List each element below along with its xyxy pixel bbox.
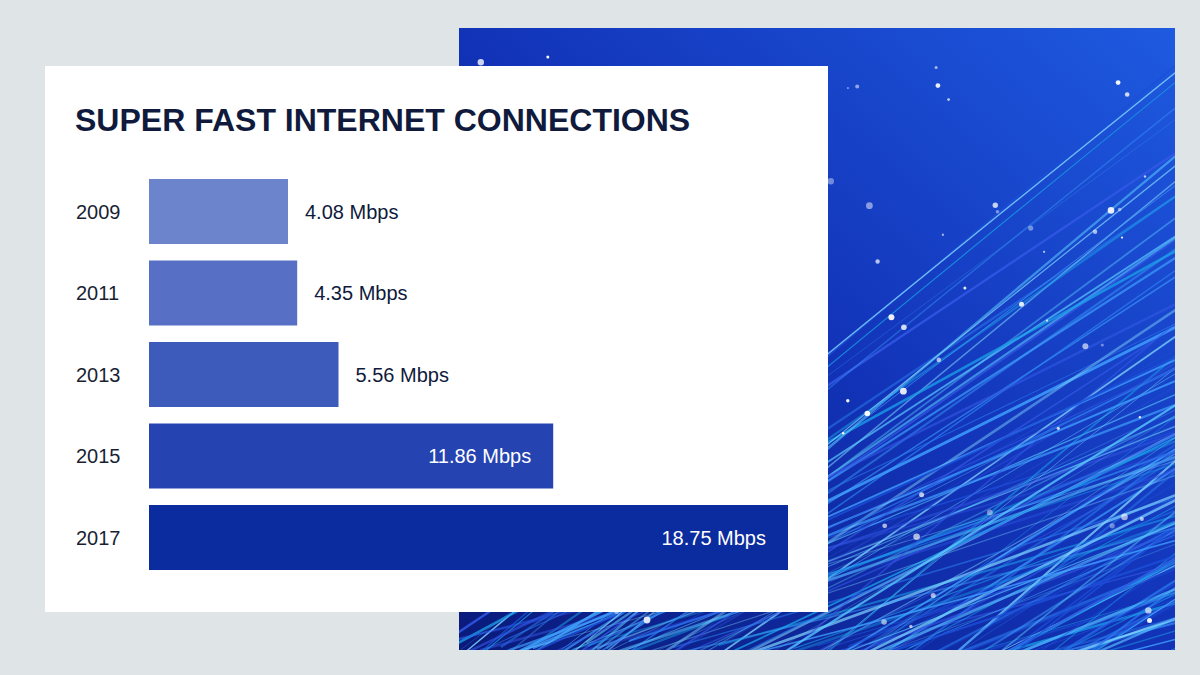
fiber-streak bbox=[889, 371, 1175, 650]
fiber-light bbox=[1101, 343, 1104, 346]
fiber-light bbox=[963, 287, 966, 290]
fiber-light bbox=[882, 523, 887, 528]
fiber-light bbox=[1144, 175, 1146, 177]
fiber-light bbox=[866, 202, 873, 209]
fiber-light bbox=[1093, 230, 1097, 234]
fiber-light bbox=[855, 85, 859, 89]
fiber-light bbox=[913, 534, 920, 541]
bar bbox=[149, 179, 288, 244]
category-label: 2015 bbox=[76, 445, 121, 467]
fiber-light bbox=[1116, 80, 1121, 85]
data-label: 18.75 Mbps bbox=[661, 527, 766, 549]
fiber-light bbox=[1082, 343, 1088, 349]
fiber-streak bbox=[1027, 28, 1175, 650]
fiber-light bbox=[842, 432, 844, 434]
fiber-light bbox=[931, 593, 936, 598]
fiber-streak bbox=[1039, 383, 1176, 650]
fiber-streak bbox=[970, 28, 1175, 650]
data-label: 11.86 Mbps bbox=[428, 445, 531, 467]
fiber-light bbox=[993, 203, 998, 208]
fiber-streak bbox=[1001, 28, 1175, 650]
category-label: 2009 bbox=[76, 201, 121, 223]
fiber-streak bbox=[923, 238, 1175, 650]
bar bbox=[149, 342, 339, 407]
fiber-streak bbox=[789, 204, 1175, 650]
fiber-light bbox=[1121, 514, 1128, 521]
fiber-light bbox=[1028, 226, 1033, 231]
bar bbox=[149, 261, 297, 326]
fiber-light bbox=[1145, 607, 1151, 613]
fiber-streak bbox=[999, 28, 1176, 650]
card bbox=[45, 66, 828, 612]
plot-area bbox=[149, 179, 788, 570]
bar bbox=[149, 505, 788, 570]
fiber-light bbox=[900, 388, 907, 395]
fiber-streak bbox=[857, 281, 1175, 650]
fiber-light bbox=[1147, 618, 1152, 623]
fiber-streak bbox=[1027, 113, 1175, 650]
fiber-light bbox=[1108, 207, 1115, 214]
fiber-light bbox=[478, 59, 484, 65]
fiber-light bbox=[875, 259, 879, 263]
fiber-light bbox=[919, 492, 924, 497]
chart-root: SUPER FAST INTERNET CONNECTIONS 2009 4.08 … bbox=[0, 0, 1200, 675]
fiber-light bbox=[644, 617, 651, 624]
fiber-light bbox=[865, 411, 871, 417]
bar bbox=[149, 424, 553, 489]
fiber-streak bbox=[980, 377, 1176, 650]
data-label: 5.56 Mbps bbox=[356, 364, 449, 386]
fiber-light bbox=[936, 83, 941, 88]
fiber-light bbox=[546, 56, 549, 59]
fiber-light bbox=[1043, 251, 1045, 253]
data-label: 4.35 Mbps bbox=[314, 282, 407, 304]
fiber-light bbox=[1140, 517, 1144, 521]
fiber-streak bbox=[1020, 28, 1176, 650]
fiber-light bbox=[881, 619, 887, 625]
chart-svg: SUPER FAST INTERNET CONNECTIONS 2009 4.08 … bbox=[0, 0, 1200, 675]
fiber-light bbox=[937, 358, 942, 363]
fiber-light bbox=[909, 625, 912, 628]
fiber-light bbox=[1019, 302, 1024, 307]
fiber-light bbox=[947, 98, 950, 101]
labels: 2009 4.08 Mbps 2011 4.35 Mbps 2013 5.56 Mbps 2… bbox=[76, 201, 766, 549]
fiber-light bbox=[1125, 92, 1130, 97]
fiber-streak bbox=[797, 253, 1175, 650]
fiber-streak bbox=[943, 28, 1175, 650]
fiber-light bbox=[1139, 416, 1141, 418]
fiber-light bbox=[901, 324, 907, 330]
category-label: 2017 bbox=[76, 527, 121, 549]
fiber-light bbox=[1121, 237, 1123, 239]
fiber-light bbox=[846, 399, 849, 402]
category-label: 2013 bbox=[76, 364, 121, 386]
chart-title: SUPER FAST INTERNET CONNECTIONS bbox=[75, 102, 690, 138]
fiber-light bbox=[987, 509, 993, 515]
fiber-light bbox=[847, 87, 849, 89]
fiber-light bbox=[828, 178, 834, 184]
category-label: 2011 bbox=[76, 282, 119, 304]
fiber-light bbox=[1110, 523, 1115, 528]
fiber-light bbox=[888, 314, 894, 320]
fiber-light bbox=[1118, 208, 1122, 212]
fiber-light bbox=[1057, 427, 1060, 430]
fiber-streak bbox=[777, 28, 1175, 650]
data-label: 4.08 Mbps bbox=[305, 201, 398, 223]
fiber-light bbox=[996, 210, 1000, 214]
fiber-streak bbox=[823, 187, 1175, 650]
fiber-light bbox=[942, 234, 944, 236]
fiber-light bbox=[1046, 320, 1048, 322]
fiber-light bbox=[935, 66, 938, 69]
